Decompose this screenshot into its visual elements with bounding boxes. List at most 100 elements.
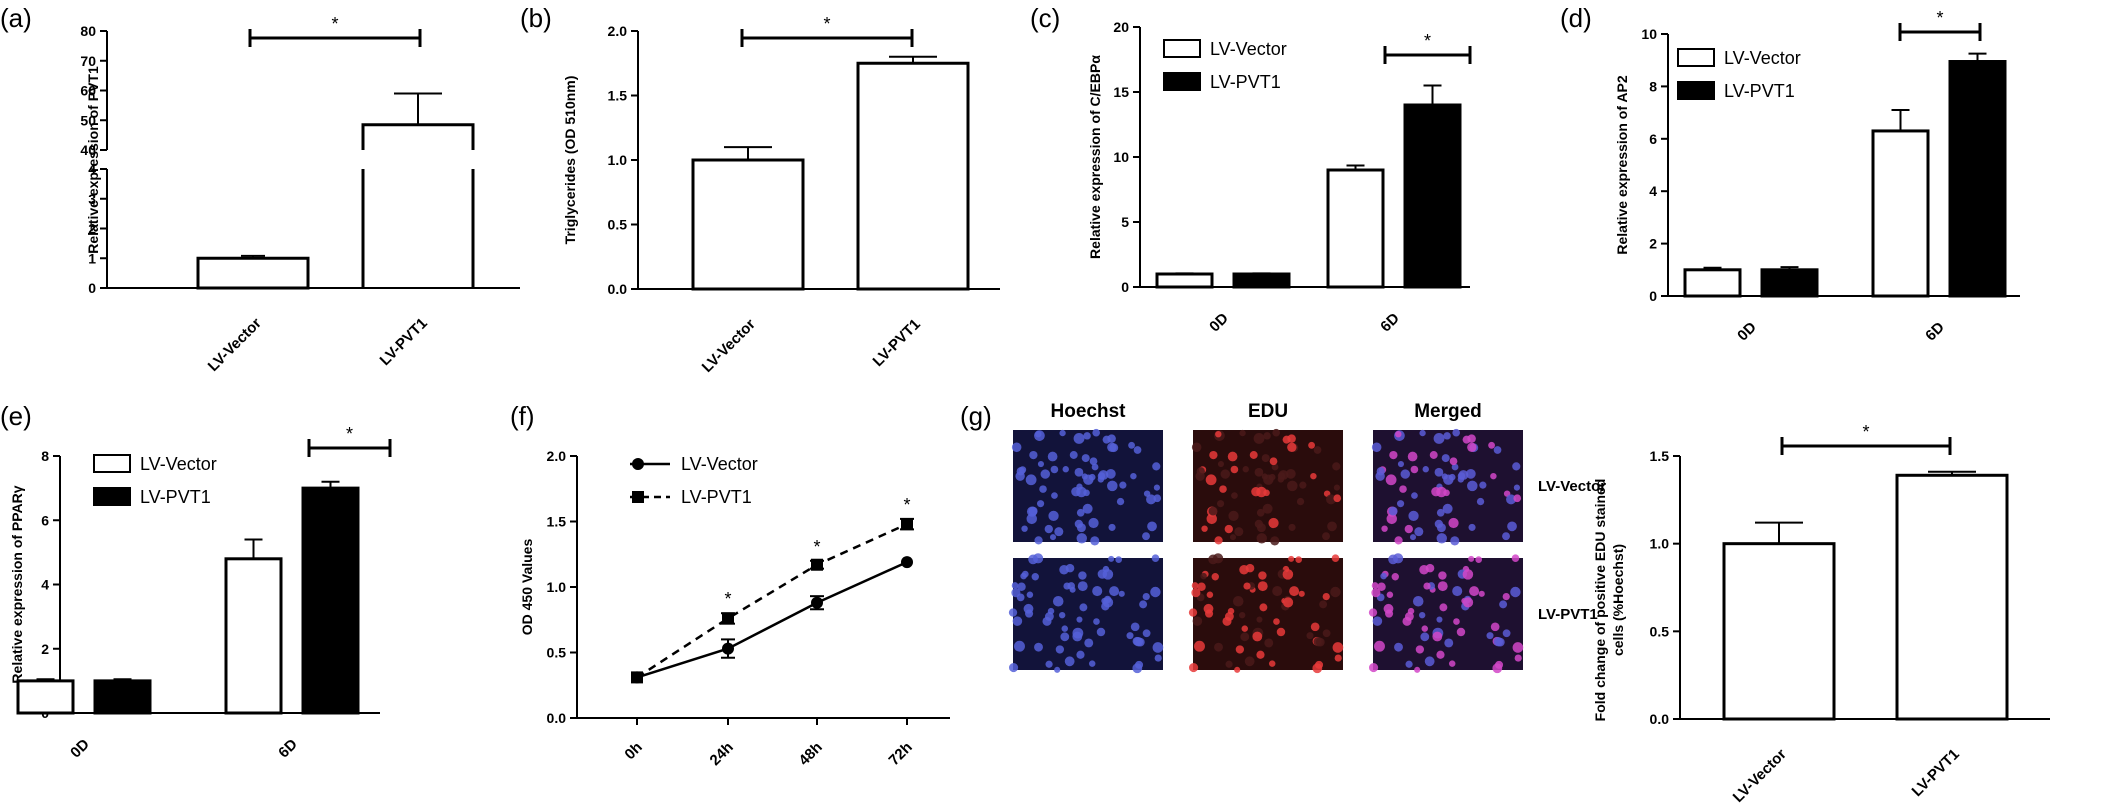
cell-nucleus <box>1214 642 1223 652</box>
cell-nucleus <box>1215 430 1222 438</box>
cell-nucleus <box>1257 581 1268 592</box>
bar <box>224 557 283 715</box>
cell-nucleus <box>1433 433 1445 444</box>
y-tick-label: 0.5 <box>608 217 628 233</box>
cell-nucleus <box>1013 640 1025 652</box>
data-point <box>811 596 823 609</box>
y-tick-label: 70 <box>80 53 96 69</box>
cell-nucleus <box>1388 554 1398 565</box>
bar <box>1895 473 2009 721</box>
cell-nucleus <box>1146 494 1157 505</box>
cell-nucleus <box>1268 660 1276 667</box>
y-tick-label: 6 <box>1649 131 1657 147</box>
cell-nucleus <box>1240 632 1250 642</box>
cell-nucleus <box>1231 492 1238 499</box>
panel-label: (a) <box>0 3 32 33</box>
cell-nucleus <box>1404 524 1413 534</box>
cell-nucleus <box>1189 663 1199 673</box>
cell-nucleus <box>1282 597 1294 608</box>
cell-nucleus <box>1468 523 1476 531</box>
cell-nucleus <box>1258 571 1267 580</box>
bar <box>856 61 970 291</box>
micrograph-image <box>1373 430 1523 542</box>
bar <box>196 256 310 290</box>
cell-nucleus <box>1153 494 1162 503</box>
micrograph-column-title: EDU <box>1248 401 1288 422</box>
cell-nucleus <box>1083 432 1091 440</box>
cell-nucleus <box>1096 627 1106 637</box>
cell-nucleus <box>1397 460 1405 468</box>
cell-nucleus <box>1130 622 1140 632</box>
cell-nucleus <box>1429 451 1438 459</box>
y-tick-label: 8 <box>1649 78 1657 94</box>
cell-nucleus <box>1130 472 1137 480</box>
cell-nucleus <box>1270 536 1280 546</box>
cell-nucleus <box>1410 465 1419 474</box>
chart-c: (c) 0 5 10 15 20 Relative expression of C/EBPα… <box>1030 3 1472 335</box>
cell-nucleus <box>1214 536 1223 545</box>
cell-nucleus <box>1142 629 1151 638</box>
cell-nucleus <box>1126 632 1134 640</box>
cell-nucleus <box>1152 642 1164 653</box>
cell-nucleus <box>1272 586 1283 597</box>
cell-nucleus <box>1222 616 1232 626</box>
cell-nucleus <box>1436 523 1446 533</box>
cell-nucleus <box>1268 517 1279 529</box>
cell-nucleus <box>1093 618 1100 625</box>
cell-nucleus <box>1153 484 1161 491</box>
cell-nucleus <box>1105 468 1116 479</box>
cell-nucleus <box>1452 428 1460 437</box>
cell-nucleus <box>1147 521 1157 532</box>
cell-nucleus <box>1196 467 1205 476</box>
cell-nucleus <box>1206 513 1218 525</box>
cell-nucleus <box>1441 454 1450 463</box>
y-axis-label: Fold change of positive EDU stained <box>1592 479 1608 722</box>
cell-nucleus <box>1490 622 1500 632</box>
cell-nucleus <box>1209 450 1218 460</box>
y-tick-label: 4 <box>41 577 49 593</box>
cell-nucleus <box>1259 603 1268 612</box>
cell-nucleus <box>1502 532 1510 541</box>
cell-nucleus <box>1288 555 1295 562</box>
cell-nucleus <box>1203 603 1214 614</box>
cell-nucleus <box>1142 592 1150 601</box>
cell-nucleus <box>1298 590 1305 597</box>
x-tick-label: 0D <box>1734 319 1760 345</box>
cell-nucleus <box>1493 446 1502 454</box>
cell-nucleus <box>1486 632 1494 640</box>
cell-nucleus <box>1133 446 1142 454</box>
cell-nucleus <box>1192 616 1203 626</box>
bar <box>361 123 475 150</box>
cell-nucleus <box>1391 573 1399 581</box>
cell-nucleus <box>1380 572 1387 580</box>
bar <box>1683 268 1742 298</box>
cell-nucleus <box>1256 616 1263 623</box>
cell-nucleus <box>1381 525 1388 532</box>
cell-nucleus <box>1108 523 1116 531</box>
legend-label: LV-PVT1 <box>1724 81 1795 101</box>
cell-nucleus <box>1456 627 1466 637</box>
cell-nucleus <box>1376 467 1385 476</box>
y-tick-label: 6 <box>41 512 49 528</box>
cell-nucleus <box>1513 484 1521 491</box>
cell-nucleus <box>1055 645 1065 654</box>
cell-nucleus <box>1476 497 1485 506</box>
cell-nucleus <box>1315 660 1324 669</box>
cell-nucleus <box>1091 463 1099 471</box>
cell-nucleus <box>1465 468 1476 479</box>
cell-nucleus <box>1332 462 1341 471</box>
cell-nucleus <box>1088 660 1096 667</box>
cell-nucleus <box>1229 534 1237 541</box>
y-axis-label: Relative expression of PVT1 <box>85 66 101 254</box>
cell-nucleus <box>1468 555 1475 562</box>
cell-nucleus <box>1334 654 1342 662</box>
cell-nucleus <box>1256 508 1265 517</box>
bar <box>1403 103 1462 289</box>
cell-nucleus <box>1415 645 1425 654</box>
cell-nucleus <box>1116 497 1125 506</box>
y-axis-label: Relative expression of C/EBPα <box>1087 55 1103 259</box>
cell-nucleus <box>1319 600 1328 609</box>
chart-e: (e)02468Relative expression of PPARγ0D6D… <box>0 401 392 761</box>
cell-nucleus <box>1064 656 1075 667</box>
cell-nucleus <box>1150 586 1161 598</box>
